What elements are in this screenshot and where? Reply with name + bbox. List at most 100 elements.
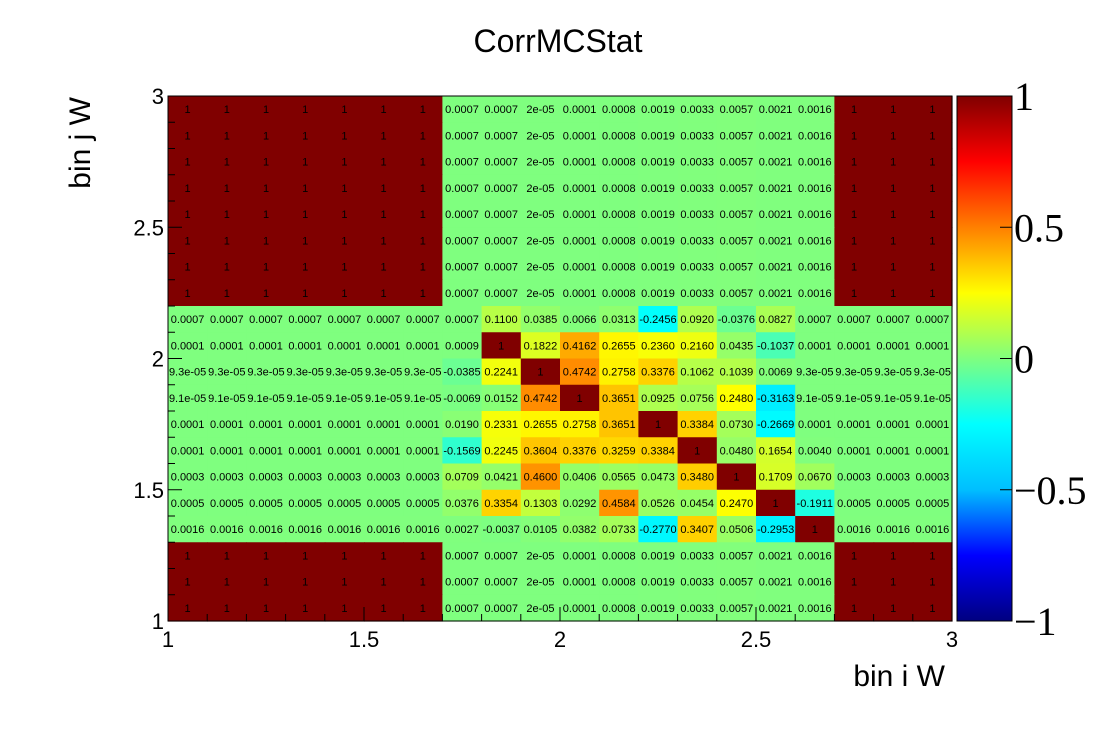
cell-value-label: 1 [890,130,896,142]
cell-value-label: 0.0007 [445,157,479,169]
cell-value-label: 0.0033 [680,104,714,116]
cell-value-label: 9.1e-05 [796,393,833,405]
heatmap-cell [520,306,561,333]
heatmap-cell [756,96,796,123]
cell-value-label: 1 [302,130,308,142]
cell-value-label: 1 [341,183,347,195]
heatmap-cell [834,358,875,386]
cell-value-label: 0.0057 [720,262,754,274]
cell-value-label: 0.2470 [720,498,754,510]
heatmap-cell [599,358,639,386]
heatmap-cell [716,384,757,412]
cell-value-label: 0.0008 [602,288,636,300]
heatmap-cell [834,122,875,150]
heatmap-cell [716,568,757,596]
cell-value-label: 0.0057 [720,104,754,116]
cell-value-label: 0.2480 [720,393,754,405]
heatmap-cell [520,332,561,360]
heatmap-cell [403,594,443,622]
heatmap-cell [481,463,522,491]
heatmap-cell [873,279,914,307]
cell-value-label: 1 [185,288,191,300]
cell-value-label: 1 [263,603,269,615]
cell-value-label: 0.0007 [445,550,479,562]
heatmap-cell [599,201,639,228]
heatmap-cell [364,96,404,123]
heatmap-cell [873,332,914,360]
cell-value-label: 0.0016 [916,524,950,536]
cell-value-label: 1 [851,235,857,247]
cell-value-label: 1 [302,235,308,247]
cell-value-label: 0.3354 [484,498,518,510]
heatmap-cell [285,594,326,622]
cell-value-label: 0.3651 [602,393,636,405]
heatmap-cell [756,516,796,543]
cell-value-label: 0.0292 [563,498,597,510]
cell-value-label: 0.0001 [367,445,401,457]
cell-value-label: 0.1654 [759,445,793,457]
heatmap-cell [756,358,796,386]
cell-value-label: 0.0016 [798,577,832,589]
cell-value-label: 0.0007 [328,314,362,326]
heatmap-cell [677,279,718,307]
cell-value-label: 1 [890,209,896,221]
heatmap-cell [442,122,483,150]
heatmap-cell [912,463,953,491]
heatmap-cell [912,437,953,465]
cell-value-label: 1 [694,445,700,457]
cell-value-label: -0.3163 [757,393,794,405]
cell-value-label: 9.3e-05 [169,367,206,379]
heatmap-cell [168,463,208,491]
heatmap-cell [677,201,718,228]
cell-value-label: 0.0382 [563,524,597,536]
cell-value-label: 0.0019 [641,577,675,589]
heatmap-cell [403,96,443,123]
heatmap-cell [912,542,953,570]
heatmap-cell [638,384,679,412]
heatmap-cell [560,306,600,333]
heatmap-cell [285,122,326,150]
cell-value-label: 0.4742 [563,367,597,379]
heatmap-cell [520,174,561,202]
heatmap-cell [520,568,561,596]
cell-value-label: 9.1e-05 [914,393,951,405]
heatmap-cell [168,253,208,281]
cell-value-label: 1 [185,235,191,247]
cell-value-label: 0.0001 [563,157,597,169]
cell-value-label: 1 [263,104,269,116]
cell-value-label: 0.2331 [484,419,518,431]
cell-value-label: 0.0008 [602,157,636,169]
heatmap-cell [638,358,679,386]
cell-value-label: 0.0016 [171,524,205,536]
heatmap-cell [481,122,522,150]
heatmap-cell [285,358,326,386]
heatmap-cell [168,174,208,202]
cell-value-label: 0.0001 [288,340,322,352]
cell-value-label: 0.0152 [484,393,518,405]
cell-value-label: 0.0827 [759,314,793,326]
cell-value-label: 0.0019 [641,183,675,195]
cell-value-label: 0.0033 [680,262,714,274]
cell-value-label: 1 [341,235,347,247]
heatmap-cell [246,463,287,491]
heatmap-cell [560,489,600,517]
heatmap-cell [795,148,835,176]
heatmap-cell [638,227,679,255]
heatmap-cell [442,489,483,517]
y-tick-label: 1.5 [133,478,164,503]
cell-value-label: 9.1e-05 [169,393,206,405]
cell-value-label: 0.0005 [367,498,401,510]
cell-value-label: 9.3e-05 [835,367,872,379]
heatmap-cell [795,437,835,465]
cell-value-label: 1 [420,235,426,247]
cell-value-label: 0.0007 [288,314,322,326]
cell-value-label: 1 [929,209,935,221]
cell-value-label: 0.0001 [563,235,597,247]
cell-value-label: 1 [929,262,935,274]
heatmap-cell [364,227,404,255]
heatmap-cell [716,148,757,176]
heatmap-cell [285,227,326,255]
cell-value-label: 0.0001 [171,419,205,431]
heatmap-cell [403,568,443,596]
cell-value-label: 0.2241 [484,367,518,379]
